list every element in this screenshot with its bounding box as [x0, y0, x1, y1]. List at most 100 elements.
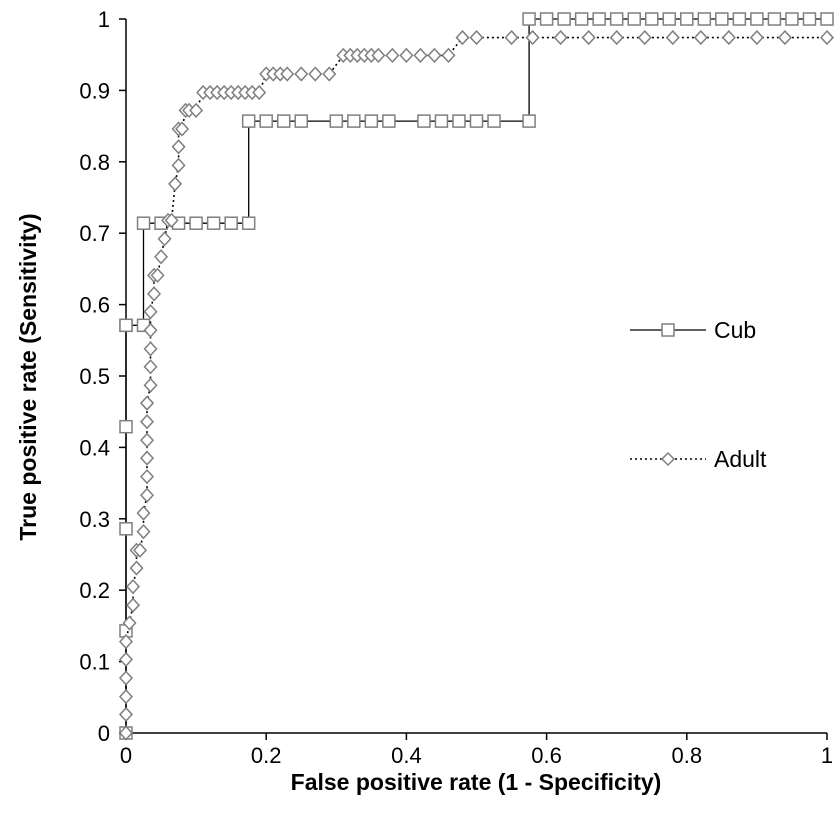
- series-adult-point: [140, 469, 155, 485]
- series-adult-point: [136, 505, 151, 521]
- legend-cub-label: Cub: [714, 317, 756, 343]
- series-cub-point: [241, 114, 256, 128]
- y-tick-label: 0.5: [79, 364, 110, 389]
- x-tick-label: 0.2: [251, 743, 282, 768]
- series-adult-point: [143, 341, 158, 357]
- series-cub-point: [662, 12, 677, 26]
- series-adult-point: [125, 579, 141, 595]
- series-adult-point: [122, 615, 137, 631]
- series-cub-point: [487, 114, 501, 128]
- series-adult-point: [140, 450, 155, 466]
- series-cub-point: [715, 12, 729, 26]
- series-cub-point: [627, 12, 641, 26]
- series-adult-point: [749, 29, 764, 46]
- y-tick-label: 0.9: [79, 78, 110, 103]
- series-adult-line: [125, 36, 827, 733]
- series-cub-point: [206, 216, 221, 230]
- series-cub-point: [434, 114, 449, 128]
- series-cub-point: [382, 114, 396, 128]
- y-axis-title: True positive rate (Sensitivity): [15, 213, 41, 540]
- series-adult-point: [150, 267, 165, 283]
- series-adult-point: [118, 670, 134, 686]
- y-tick-labels: 0 0.1 0.2 0.3 0.4 0.5 0.6 0.7 0.8 0.9 1: [79, 7, 126, 746]
- legend-cub-marker: [661, 323, 675, 337]
- series-cub-point: [750, 12, 764, 26]
- series-cub-point: [417, 114, 431, 128]
- series-cub-point: [557, 12, 571, 26]
- series-cub-point: [189, 216, 203, 230]
- series-adult-point: [147, 286, 162, 302]
- series-cub-point: [224, 216, 238, 230]
- series-cub-point: [680, 12, 694, 26]
- series-adult-point: [140, 432, 155, 448]
- series-adult-point: [154, 249, 169, 265]
- x-tick-label: 0: [120, 743, 132, 768]
- series-cub-point: [119, 419, 133, 434]
- series-cub-point: [469, 114, 484, 128]
- series-cub-point: [522, 12, 536, 26]
- series-adult-point: [252, 84, 267, 101]
- series-cub-point: [539, 12, 554, 26]
- series-adult-point: [553, 29, 568, 46]
- series-cub-point: [522, 114, 536, 128]
- series-adult-point: [427, 47, 442, 64]
- series-adult-point: [455, 29, 470, 46]
- series-adult-point: [175, 121, 190, 137]
- x-tick-label: 0.8: [672, 743, 703, 768]
- series-adult-point: [143, 322, 158, 338]
- series-adult-point: [665, 29, 680, 46]
- series-adult-point: [777, 29, 792, 46]
- series-adult-point: [189, 102, 204, 118]
- x-tick-label: 1: [821, 743, 833, 768]
- y-tick-label: 0.4: [79, 435, 110, 460]
- series-cub-point: [802, 12, 817, 26]
- series-adult-point: [118, 688, 134, 705]
- series-adult-point: [140, 414, 155, 430]
- series-cub-point: [452, 114, 466, 128]
- y-tick-label: 0.1: [79, 650, 110, 675]
- series-adult-point: [385, 47, 400, 64]
- y-tick-label: 0.8: [79, 150, 110, 175]
- series-cub-point: [136, 216, 151, 230]
- x-tick-label: 0.6: [531, 743, 562, 768]
- series-adult-point: [125, 597, 141, 613]
- series-cub-point: [119, 522, 133, 536]
- series-adult-point: [469, 29, 484, 46]
- series-adult-point: [143, 377, 158, 393]
- series-cub-point: [732, 12, 747, 26]
- series-adult-point: [819, 29, 834, 46]
- y-tick-label: 0.7: [79, 221, 110, 246]
- series-cub-point: [697, 12, 712, 26]
- series-adult-point: [637, 29, 652, 46]
- legend-adult-label: Adult: [714, 446, 767, 472]
- series-adult-point: [118, 725, 134, 741]
- y-tick-label: 0: [98, 721, 110, 746]
- legend-entry-adult: Adult: [630, 446, 767, 472]
- x-tick-labels: 0 0.2 0.4 0.6 0.8 1: [120, 733, 833, 768]
- series-cub-point: [347, 114, 361, 128]
- series-cub: [119, 12, 834, 740]
- series-adult: [118, 29, 834, 741]
- y-tick-label: 0.6: [79, 293, 110, 318]
- series-adult-point: [132, 542, 148, 558]
- series-adult-point: [171, 139, 186, 155]
- x-tick-label: 0.4: [391, 743, 422, 768]
- legend: Cub Adult: [630, 317, 767, 472]
- series-adult-point: [280, 66, 295, 82]
- series-adult-point: [322, 66, 337, 82]
- series-cub-point: [329, 114, 344, 128]
- series-adult-point: [157, 231, 172, 247]
- series-adult-point: [308, 66, 323, 82]
- series-adult-point: [693, 29, 708, 46]
- series-cub-point: [820, 12, 834, 26]
- series-adult-point: [143, 304, 158, 320]
- series-cub-point: [119, 318, 133, 333]
- series-adult-point: [140, 395, 155, 411]
- series-adult-point: [118, 706, 134, 723]
- series-cub-point: [259, 114, 273, 128]
- series-adult-point: [129, 560, 144, 576]
- series-adult-point: [581, 29, 596, 46]
- series-adult-point: [171, 157, 186, 173]
- series-cub-point: [276, 114, 291, 128]
- series-cub-point: [785, 12, 799, 26]
